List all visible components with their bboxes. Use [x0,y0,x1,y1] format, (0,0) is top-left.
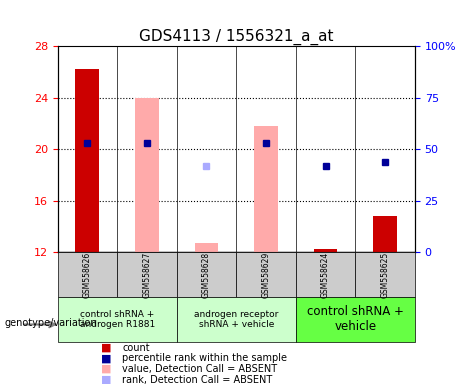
FancyBboxPatch shape [296,252,355,297]
Text: GSM558626: GSM558626 [83,252,92,298]
FancyBboxPatch shape [58,252,117,297]
Title: GDS4113 / 1556321_a_at: GDS4113 / 1556321_a_at [139,28,333,45]
FancyBboxPatch shape [296,297,415,342]
FancyBboxPatch shape [177,297,296,342]
Text: GSM558629: GSM558629 [261,252,271,298]
Text: percentile rank within the sample: percentile rank within the sample [122,353,287,363]
Text: GSM558624: GSM558624 [321,252,330,298]
Text: control shRNA +
androgen R1881: control shRNA + androgen R1881 [80,310,155,329]
Text: value, Detection Call = ABSENT: value, Detection Call = ABSENT [122,364,277,374]
FancyBboxPatch shape [236,252,296,297]
Text: GSM558628: GSM558628 [202,252,211,298]
Bar [76,69,99,252]
Text: ■: ■ [101,364,112,374]
Text: GSM558625: GSM558625 [381,252,390,298]
FancyBboxPatch shape [117,252,177,297]
Text: genotype/variation: genotype/variation [5,318,97,328]
FancyBboxPatch shape [355,252,415,297]
Bar [135,98,159,252]
Text: ■: ■ [101,343,112,353]
FancyBboxPatch shape [177,252,236,297]
FancyBboxPatch shape [58,297,177,342]
Text: count: count [122,343,150,353]
Text: ■: ■ [101,353,112,363]
Bar [195,243,219,252]
Text: control shRNA +
vehicle: control shRNA + vehicle [307,305,404,333]
Text: rank, Detection Call = ABSENT: rank, Detection Call = ABSENT [122,375,272,384]
Bar [313,248,337,252]
Text: ■: ■ [101,375,112,384]
Bar [254,126,278,252]
Text: GSM558627: GSM558627 [142,252,152,298]
Bar [373,216,397,252]
Text: androgen receptor
shRNA + vehicle: androgen receptor shRNA + vehicle [194,310,278,329]
